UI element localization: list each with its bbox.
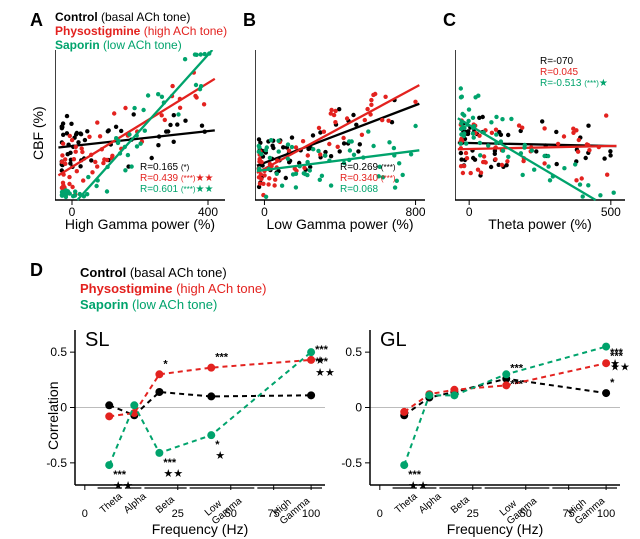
- panel-label-D: D: [30, 260, 43, 281]
- svg-text:***: ***: [510, 363, 524, 375]
- svg-text:***: ***: [510, 378, 524, 390]
- svg-text:0: 0: [60, 401, 67, 415]
- svg-text:0.5: 0.5: [345, 345, 362, 359]
- legend2-phys: Physostigmine (high ACh tone): [80, 281, 266, 296]
- rvals-A: R=0.165 (*)R=0.439 (***)★★R=0.601 (***)★…: [140, 162, 213, 195]
- xlabel-D0: Frequency (Hz): [75, 521, 325, 537]
- panel-label-B: B: [243, 10, 256, 31]
- svg-text:0: 0: [377, 508, 383, 520]
- svg-text:GL: GL: [380, 329, 407, 351]
- svg-text:-0.5: -0.5: [341, 456, 362, 470]
- svg-text:★★: ★★: [163, 468, 183, 480]
- panel-label-A: A: [30, 10, 43, 31]
- svg-text:★★: ★★: [315, 367, 335, 379]
- panel-label-C: C: [443, 10, 456, 31]
- svg-text:-0.5: -0.5: [46, 456, 67, 470]
- svg-text:★★: ★★: [408, 480, 428, 492]
- rvals-B: R=0.269 (***)R=0.340 (***)R=0.068: [340, 162, 396, 195]
- ylabel-D: Correlation: [45, 382, 61, 450]
- svg-text:★★: ★★: [113, 480, 133, 492]
- legend-control: Control (basal ACh tone): [55, 10, 190, 24]
- legend2-control: Control (basal ACh tone): [80, 265, 227, 280]
- svg-text:*: *: [610, 377, 615, 389]
- svg-text:★: ★: [215, 450, 225, 462]
- xlabel-A: High Gamma power (%): [50, 216, 230, 232]
- xlabel-D1: Frequency (Hz): [370, 521, 620, 537]
- svg-text:0: 0: [82, 508, 88, 520]
- rvals-C: R=-070 R=0.045 R=-0.513 (***)★: [540, 56, 608, 89]
- legend-phys: Physostigmine (high ACh tone): [55, 24, 227, 38]
- svg-text:***: ***: [215, 352, 229, 364]
- xlabel-C: Theta power (%): [450, 216, 630, 232]
- svg-text:25: 25: [467, 508, 479, 520]
- legend2-sap: Saporin (low ACh tone): [80, 297, 217, 312]
- figure: { "colors":{ "control":"#000000", "physo…: [0, 0, 640, 539]
- svg-text:25: 25: [172, 508, 184, 520]
- svg-text:*: *: [163, 358, 168, 370]
- svg-text:0: 0: [355, 401, 362, 415]
- ylabel-top: CBF (%): [30, 106, 46, 160]
- svg-text:SL: SL: [85, 329, 109, 351]
- xlabel-B: Low Gamma power (%): [250, 216, 430, 232]
- svg-text:★★: ★★: [610, 362, 630, 374]
- svg-text:0.5: 0.5: [50, 345, 67, 359]
